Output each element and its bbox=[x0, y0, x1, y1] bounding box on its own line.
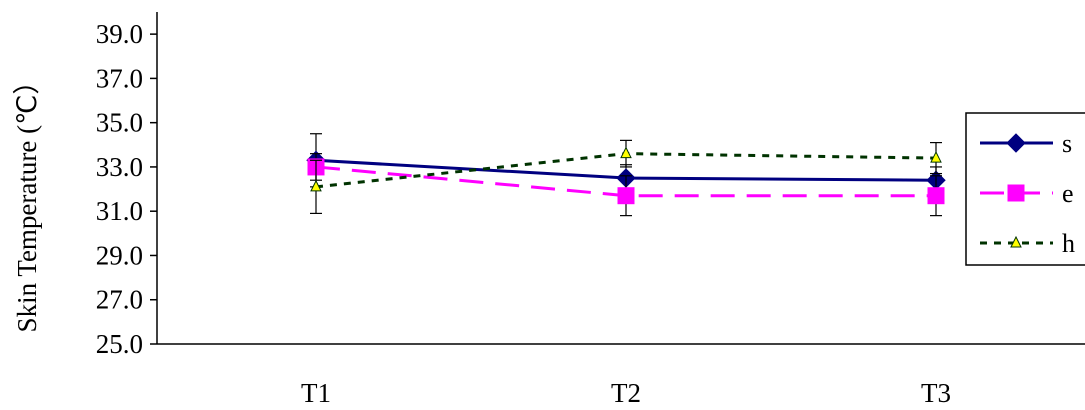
legend-label-h: h bbox=[1062, 229, 1075, 258]
y-tick-label: 27.0 bbox=[96, 285, 143, 315]
legend: seh bbox=[965, 112, 1085, 266]
legend-marker-e bbox=[1007, 184, 1025, 202]
data-point-h bbox=[620, 146, 632, 159]
legend-marker-h bbox=[1010, 235, 1022, 248]
data-point-e bbox=[927, 187, 945, 205]
x-tick-label: T2 bbox=[611, 378, 641, 408]
data-point-h bbox=[310, 179, 322, 192]
y-tick-labels: 25.0 27.0 29.0 31.0 33.0 35.0 37.0 39.0 bbox=[96, 19, 143, 359]
data-point-h bbox=[930, 150, 942, 163]
legend-label-e: e bbox=[1062, 179, 1074, 208]
y-tick-label: 37.0 bbox=[96, 63, 143, 93]
chart-axes bbox=[150, 12, 1085, 345]
y-tick-label: 33.0 bbox=[96, 152, 143, 182]
y-tick-label: 31.0 bbox=[96, 196, 143, 226]
x-tick-label: T3 bbox=[921, 378, 951, 408]
y-tick-label: 29.0 bbox=[96, 240, 143, 270]
legend-marker-s bbox=[1006, 133, 1026, 153]
series-layer bbox=[306, 133, 946, 217]
data-point-e bbox=[617, 187, 635, 205]
legend-label-s: s bbox=[1062, 129, 1072, 158]
x-tick-labels: T1 T2 T3 bbox=[301, 378, 951, 408]
x-tick-label: T1 bbox=[301, 378, 331, 408]
legend-box bbox=[965, 112, 1085, 266]
y-tick-label: 39.0 bbox=[96, 19, 143, 49]
y-tick-label: 25.0 bbox=[96, 329, 143, 359]
y-axis-title: Skin Temperature (℃） bbox=[12, 68, 42, 333]
series-h bbox=[310, 139, 942, 215]
y-tick-label: 35.0 bbox=[96, 108, 143, 138]
